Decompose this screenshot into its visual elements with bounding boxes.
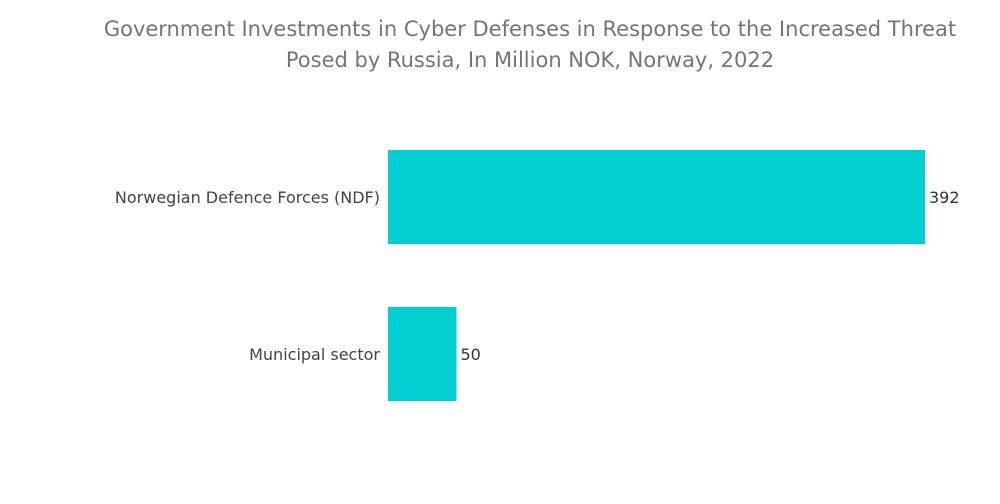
chart-title-line-1: Government Investments in Cyber Defenses… [103, 17, 957, 41]
bar-1 [388, 307, 457, 401]
value-label-0: 392 [929, 188, 960, 207]
bar-0 [388, 150, 925, 244]
bars-layer: Norwegian Defence Forces (NDF) 392 Municip… [115, 150, 960, 401]
category-label-1: Municipal sector [249, 345, 380, 364]
chart-title: Government Investments in Cyber Defenses… [60, 14, 1000, 76]
chart-title-line-2: Posed by Russia, In Million NOK, Norway,… [285, 48, 775, 72]
category-label-0: Norwegian Defence Forces (NDF) [115, 188, 380, 207]
value-label-1: 50 [460, 345, 480, 364]
